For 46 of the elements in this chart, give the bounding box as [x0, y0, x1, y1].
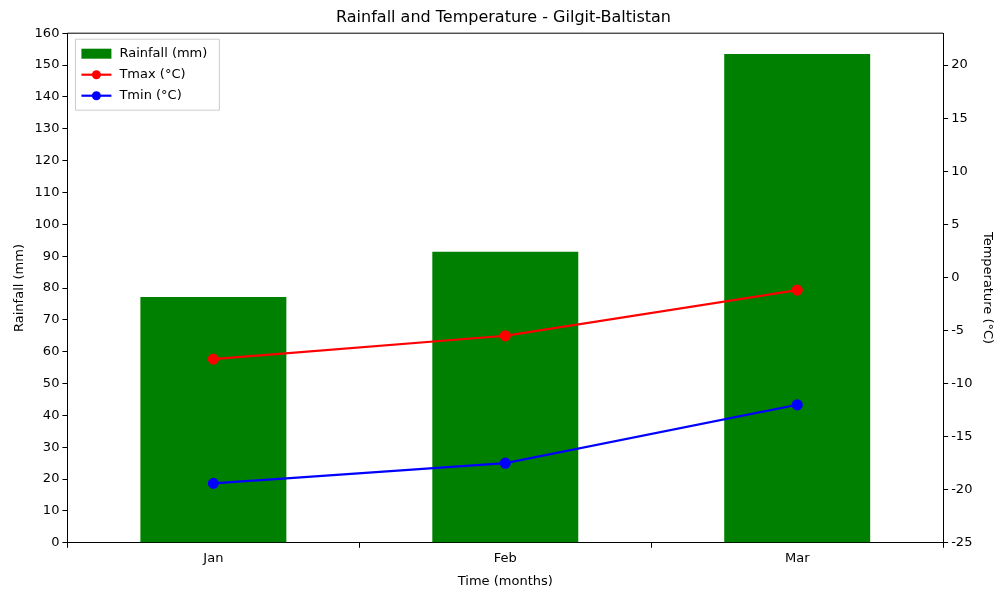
y2-tick-label: -10 — [951, 374, 973, 390]
y2-tick-label: -15 — [951, 428, 973, 444]
y2-axis-title: Temperature (°C) — [980, 230, 996, 345]
y-tick-label: 20 — [42, 470, 60, 486]
legend-label: Tmax (°C) — [118, 66, 186, 82]
bar — [724, 53, 871, 543]
legend-label: Rainfall (mm) — [119, 45, 208, 61]
y2-tick-label: 10 — [951, 162, 968, 178]
bar — [140, 296, 287, 543]
y-tick-label: 80 — [42, 279, 60, 295]
y2-tick-label: -20 — [951, 481, 973, 497]
y-tick-label: 90 — [42, 247, 60, 263]
y-axis-title: Rainfall (mm) — [11, 244, 27, 332]
y-tick-label: 130 — [34, 120, 60, 136]
y-tick-label: 60 — [42, 343, 60, 359]
y2-tick-label: 20 — [951, 56, 968, 72]
x-tick-label: Feb — [493, 549, 517, 565]
point — [791, 399, 803, 411]
y-tick-label: 50 — [42, 374, 60, 390]
y-tick-label: 40 — [42, 406, 60, 422]
legend-label: Tmin (°C) — [118, 87, 182, 103]
y-tick-label: 30 — [42, 438, 60, 454]
point — [499, 330, 511, 342]
y-tick-label: 160 — [34, 24, 60, 40]
y-tick-label: 0 — [51, 534, 60, 550]
y2-tick-label: 15 — [951, 109, 968, 125]
y-tick-label: 10 — [42, 502, 60, 518]
y-tick-label: 110 — [34, 183, 60, 199]
bar — [432, 251, 579, 543]
point — [207, 477, 219, 489]
x-axis-title: Time (months) — [456, 572, 553, 588]
y-tick-label: 140 — [34, 88, 60, 104]
x-tick-label: Jan — [202, 549, 224, 565]
point — [207, 353, 219, 365]
point — [791, 284, 803, 296]
y2-tick-label: -5 — [951, 321, 965, 337]
y-tick-label: 100 — [34, 215, 60, 231]
y2-tick-label: 0 — [951, 268, 960, 284]
y-tick-label: 120 — [34, 151, 60, 167]
y-tick-label: 150 — [34, 56, 60, 72]
chart-title: Rainfall and Temperature - Gilgit-Baltistan — [336, 6, 671, 26]
y2-tick-label: 5 — [951, 215, 960, 231]
x-tick-label: Mar — [784, 549, 811, 565]
point — [499, 457, 511, 469]
y-tick-label: 70 — [42, 311, 60, 327]
y2-tick-label: -25 — [951, 534, 973, 550]
